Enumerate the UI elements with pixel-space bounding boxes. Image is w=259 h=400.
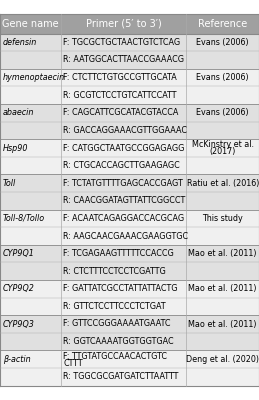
Text: CYP9Q1: CYP9Q1 (3, 249, 35, 258)
Text: (2017): (2017) (210, 147, 236, 156)
Bar (0, 157, 259, 174)
Text: Mao et al. (2011): Mao et al. (2011) (189, 284, 257, 293)
Text: Toll-8/Tollo: Toll-8/Tollo (3, 214, 45, 223)
Text: Evans (2006): Evans (2006) (196, 108, 249, 117)
Text: F: CAGCATTCGCATACGTACCA: F: CAGCATTCGCATACGTACCA (63, 108, 179, 117)
Bar (0, 315, 259, 333)
Text: This study: This study (202, 214, 243, 223)
Text: CYP9Q3: CYP9Q3 (3, 320, 35, 328)
Text: F: CATGGCTAATGCCGGAGAGG: F: CATGGCTAATGCCGGAGAGG (63, 144, 185, 152)
Bar (0, 86, 259, 104)
Text: Deng et al. (2020): Deng et al. (2020) (186, 355, 259, 364)
Text: Primer (5′ to 3′): Primer (5′ to 3′) (86, 19, 162, 29)
Text: abaecin: abaecin (3, 108, 35, 117)
Text: F: ACAATCAGAGGACCACGCAG: F: ACAATCAGAGGACCACGCAG (63, 214, 185, 223)
Text: F: CTCTTCTGTGCCGTTGCATA: F: CTCTTCTGTGCCGTTGCATA (63, 73, 177, 82)
Bar (0, 34, 259, 51)
Text: F: TCTATGTTTTGAGCACCGAGT: F: TCTATGTTTTGAGCACCGAGT (63, 179, 183, 188)
Text: hymenoptaecin: hymenoptaecin (3, 73, 65, 82)
Text: Hsp90: Hsp90 (3, 144, 28, 152)
Bar (0, 139, 259, 157)
Text: F: GATTATCGCCTATTATTACTG: F: GATTATCGCCTATTATTACTG (63, 284, 178, 293)
Text: R: CTGCACCAGCTTGAAGAGC: R: CTGCACCAGCTTGAAGAGC (63, 161, 180, 170)
Text: R: AATGGCACTTAACCGAAACG: R: AATGGCACTTAACCGAAACG (63, 56, 184, 64)
Text: McKinstry et al.: McKinstry et al. (192, 140, 254, 149)
Text: R: GTTCTCCTTCCCTCTGAT: R: GTTCTCCTTCCCTCTGAT (63, 302, 166, 311)
Bar (0, 280, 259, 298)
Text: Mao et al. (2011): Mao et al. (2011) (189, 249, 257, 258)
Text: R: GACCAGGAAACGTTGGAAAC: R: GACCAGGAAACGTTGGAAAC (63, 126, 188, 135)
Bar (0, 333, 259, 350)
Bar (0, 227, 259, 245)
Text: F: TTGTATGCCAACACTGTC: F: TTGTATGCCAACACTGTC (63, 352, 168, 360)
Text: Evans (2006): Evans (2006) (196, 73, 249, 82)
Text: R: AAGCAACGAAACGAAGGTGC: R: AAGCAACGAAACGAAGGTGC (63, 232, 189, 240)
Text: Toll: Toll (3, 179, 16, 188)
Bar (0, 122, 259, 139)
Text: F: TGCGCTGCTAACTGTCTCAG: F: TGCGCTGCTAACTGTCTCAG (63, 38, 181, 47)
Text: CTTT: CTTT (63, 358, 83, 368)
Bar (0, 14, 259, 34)
Bar (0, 350, 259, 368)
Text: Ratiu et al. (2016): Ratiu et al. (2016) (186, 179, 259, 188)
Text: R: TGGCGCGATGATCTTAATTT: R: TGGCGCGATGATCTTAATTT (63, 372, 179, 381)
Text: R: CTCTTTCCTCCTCGATTG: R: CTCTTTCCTCCTCGATTG (63, 267, 166, 276)
Text: F: TCGAGAAGTTTTTCCACCG: F: TCGAGAAGTTTTTCCACCG (63, 249, 174, 258)
Bar (0, 104, 259, 122)
Text: R: GGTCAAAATGGTGGTGAC: R: GGTCAAAATGGTGGTGAC (63, 337, 174, 346)
Bar (0, 368, 259, 386)
Text: CYP9Q2: CYP9Q2 (3, 284, 35, 293)
Text: Reference: Reference (198, 19, 247, 29)
Bar (0, 192, 259, 210)
Text: Evans (2006): Evans (2006) (196, 38, 249, 47)
Bar (0, 298, 259, 315)
Text: R: GCGTCTCCTGTCATTCCATT: R: GCGTCTCCTGTCATTCCATT (63, 91, 177, 100)
Bar (0, 210, 259, 227)
Text: Gene name: Gene name (2, 19, 59, 29)
Text: defensin: defensin (3, 38, 38, 47)
Bar (0, 51, 259, 69)
Text: R: CAACGGATAGTTATTCGGCCT: R: CAACGGATAGTTATTCGGCCT (63, 196, 186, 205)
Bar (0, 174, 259, 192)
Bar (0, 69, 259, 86)
Bar (0, 262, 259, 280)
Bar (0, 245, 259, 262)
Text: Mao et al. (2011): Mao et al. (2011) (189, 320, 257, 328)
Text: F: GTTCCGGGAAAATGAATC: F: GTTCCGGGAAAATGAATC (63, 320, 171, 328)
Text: β-actin: β-actin (3, 355, 31, 364)
